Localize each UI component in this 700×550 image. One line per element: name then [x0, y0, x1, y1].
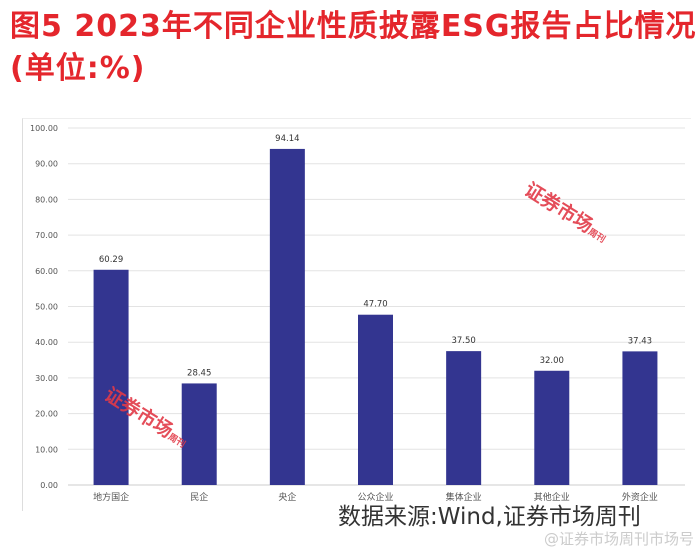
- x-tick-label: 外资企业: [622, 491, 658, 503]
- data-label: 37.50: [451, 336, 475, 346]
- bar: [358, 314, 393, 485]
- data-label: 60.29: [99, 255, 123, 265]
- x-tick-label: 公众企业: [357, 491, 393, 503]
- x-tick-label: 民企: [190, 491, 208, 503]
- data-label: 37.43: [628, 336, 652, 346]
- chart-frame: [22, 118, 691, 511]
- data-label: 32.00: [540, 356, 564, 366]
- x-tick-label: 地方国企: [93, 491, 129, 503]
- data-label: 28.45: [187, 368, 211, 378]
- y-tick-label: 0.00: [40, 481, 58, 490]
- bar: [269, 148, 305, 485]
- chart-title: 图5 2023年不同企业性质披露ESG报告占比情况(单位:%): [10, 9, 697, 86]
- data-source: 数据来源:Wind,证券市场周刊: [338, 504, 641, 530]
- y-tick-label: 10.00: [35, 445, 58, 454]
- bar: [93, 269, 129, 485]
- weibo-watermark: @证券市场周刊市场号: [543, 530, 694, 548]
- x-tick-label: 其他企业: [534, 491, 570, 503]
- data-label: 94.14: [275, 134, 299, 144]
- bar: [446, 351, 482, 485]
- bar: [181, 383, 217, 485]
- y-tick-label: 70.00: [35, 231, 58, 240]
- y-tick-label: 60.00: [35, 267, 58, 276]
- y-tick-label: 40.00: [35, 338, 58, 347]
- x-tick-label: 央企: [278, 491, 296, 503]
- bar: [622, 351, 658, 485]
- data-label: 47.70: [363, 300, 387, 310]
- y-tick-label: 90.00: [35, 160, 58, 169]
- y-tick-label: 20.00: [35, 410, 58, 419]
- y-tick-label: 50.00: [35, 303, 58, 312]
- y-tick-label: 30.00: [35, 374, 58, 383]
- x-tick-label: 集体企业: [446, 491, 482, 503]
- y-tick-label: 100.00: [30, 124, 58, 133]
- y-tick-label: 80.00: [35, 195, 58, 204]
- bar: [534, 370, 570, 485]
